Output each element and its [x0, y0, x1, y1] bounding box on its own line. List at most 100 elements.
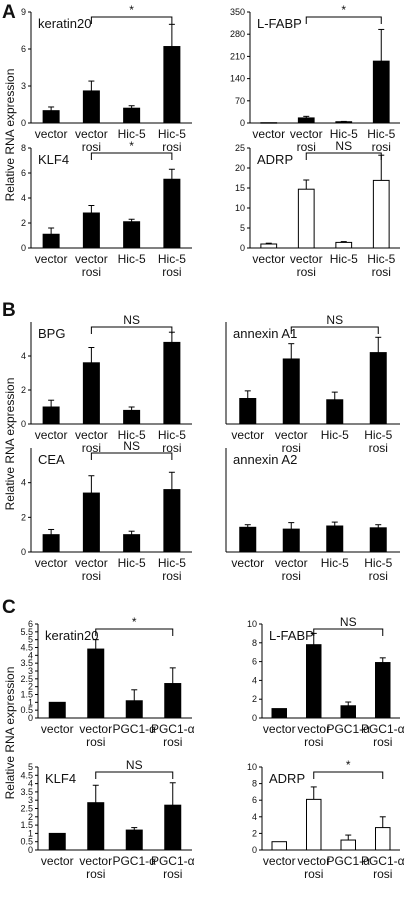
x-tick-label: Hic-5 — [330, 252, 358, 266]
x-tick-label: Hic-5 — [367, 252, 395, 266]
y-tick-label: 1 — [28, 697, 33, 707]
significance-bracket — [95, 628, 174, 636]
y-tick-label: 2 — [28, 812, 33, 822]
chart-title: keratin20 — [38, 16, 91, 31]
bar — [82, 212, 100, 249]
bar — [369, 352, 387, 425]
bar — [87, 802, 105, 851]
x-tick-label: PGC1-α — [326, 722, 370, 736]
x-tick-label: vector — [252, 252, 285, 266]
x-tick-label: Hic-5 — [364, 428, 392, 442]
significance-label: NS — [123, 313, 140, 327]
y-tick-label: 0.5 — [20, 705, 33, 715]
x-tick-label: Hic-5 — [367, 127, 395, 141]
x-tick-label: vector — [290, 127, 323, 141]
significance-label: NS — [335, 139, 352, 153]
y-tick-label: 350 — [230, 7, 245, 17]
chart-title: ADRP — [257, 152, 293, 167]
y-tick-label: 0 — [252, 845, 257, 855]
bar — [123, 221, 141, 249]
significance-label: * — [129, 139, 134, 153]
x-tick-label: vector — [41, 722, 74, 736]
significance-label: * — [346, 758, 351, 772]
y-tick-label: 8 — [21, 143, 26, 153]
y-tick-label: 25 — [235, 143, 245, 153]
bar — [260, 243, 278, 249]
y-tick-label: 280 — [230, 29, 245, 39]
bar — [297, 117, 315, 124]
y-tick-label: 10 — [247, 619, 257, 629]
x-tick-label: vector — [263, 854, 296, 868]
x-tick-label: vector — [297, 722, 330, 736]
x-tick-label: rosi — [369, 569, 388, 583]
bar — [326, 525, 344, 553]
y-tick-label: 2 — [21, 385, 26, 395]
y-tick-label: 0 — [28, 713, 33, 723]
x-tick-label: rosi — [82, 265, 101, 279]
x-tick-label: rosi — [162, 140, 181, 154]
bar — [239, 398, 257, 425]
y-tick-label: 5 — [28, 635, 33, 645]
y-tick-label: 2 — [252, 828, 257, 838]
bar — [326, 399, 344, 425]
bar — [271, 708, 287, 719]
x-tick-label: rosi — [163, 735, 182, 749]
chart-title: KLF4 — [45, 771, 76, 786]
x-tick-label: vector — [79, 854, 112, 868]
bar — [48, 701, 66, 719]
x-tick-label: rosi — [304, 735, 323, 749]
y-tick-label: 2 — [28, 682, 33, 692]
significance-bracket — [90, 326, 173, 334]
x-tick-label: rosi — [86, 867, 105, 881]
bar — [239, 526, 257, 553]
y-tick-label: 8 — [252, 638, 257, 648]
y-tick-label: 3.5 — [20, 787, 33, 797]
y-tick-label: 10 — [235, 203, 245, 213]
significance-bracket — [95, 771, 174, 779]
y-tick-label: 9 — [21, 7, 26, 17]
bar — [42, 534, 60, 553]
x-tick-label: vector — [75, 428, 108, 442]
y-tick-label: 5 — [240, 223, 245, 233]
y-tick-label: 10 — [247, 762, 257, 772]
panel-letter-a: A — [2, 2, 16, 23]
y-tick-label: 0 — [252, 713, 257, 723]
bar — [42, 233, 60, 249]
y-tick-label: 0 — [21, 118, 26, 128]
y-tick-label: 4 — [28, 779, 33, 789]
y-tick-label: 4 — [252, 812, 257, 822]
x-tick-label: PGC1-α — [361, 722, 405, 736]
chart-title: BPG — [38, 326, 65, 341]
y-tick-label: 15 — [235, 183, 245, 193]
significance-bracket — [90, 452, 173, 460]
bar — [82, 362, 100, 425]
y-tick-label: 0.5 — [20, 837, 33, 847]
x-tick-label: Hic-5 — [321, 428, 349, 442]
bar — [282, 358, 300, 425]
y-tick-label: 6 — [252, 795, 257, 805]
x-tick-label: rosi — [297, 140, 316, 154]
panel-letter-c: C — [2, 597, 16, 618]
chart-title: annexin A2 — [233, 452, 297, 467]
x-tick-label: rosi — [82, 140, 101, 154]
bar — [123, 107, 141, 124]
significance-bracket — [290, 326, 379, 334]
x-tick-label: Hic-5 — [118, 252, 146, 266]
bar — [163, 341, 181, 425]
x-tick-label: rosi — [86, 735, 105, 749]
y-tick-label: 4.5 — [20, 770, 33, 780]
x-tick-label: rosi — [372, 265, 391, 279]
y-tick-label: 2 — [21, 218, 26, 228]
y-tick-label: 20 — [235, 163, 245, 173]
y-tick-label: 4 — [28, 650, 33, 660]
x-tick-label: Hic-5 — [330, 127, 358, 141]
bar — [282, 528, 300, 553]
